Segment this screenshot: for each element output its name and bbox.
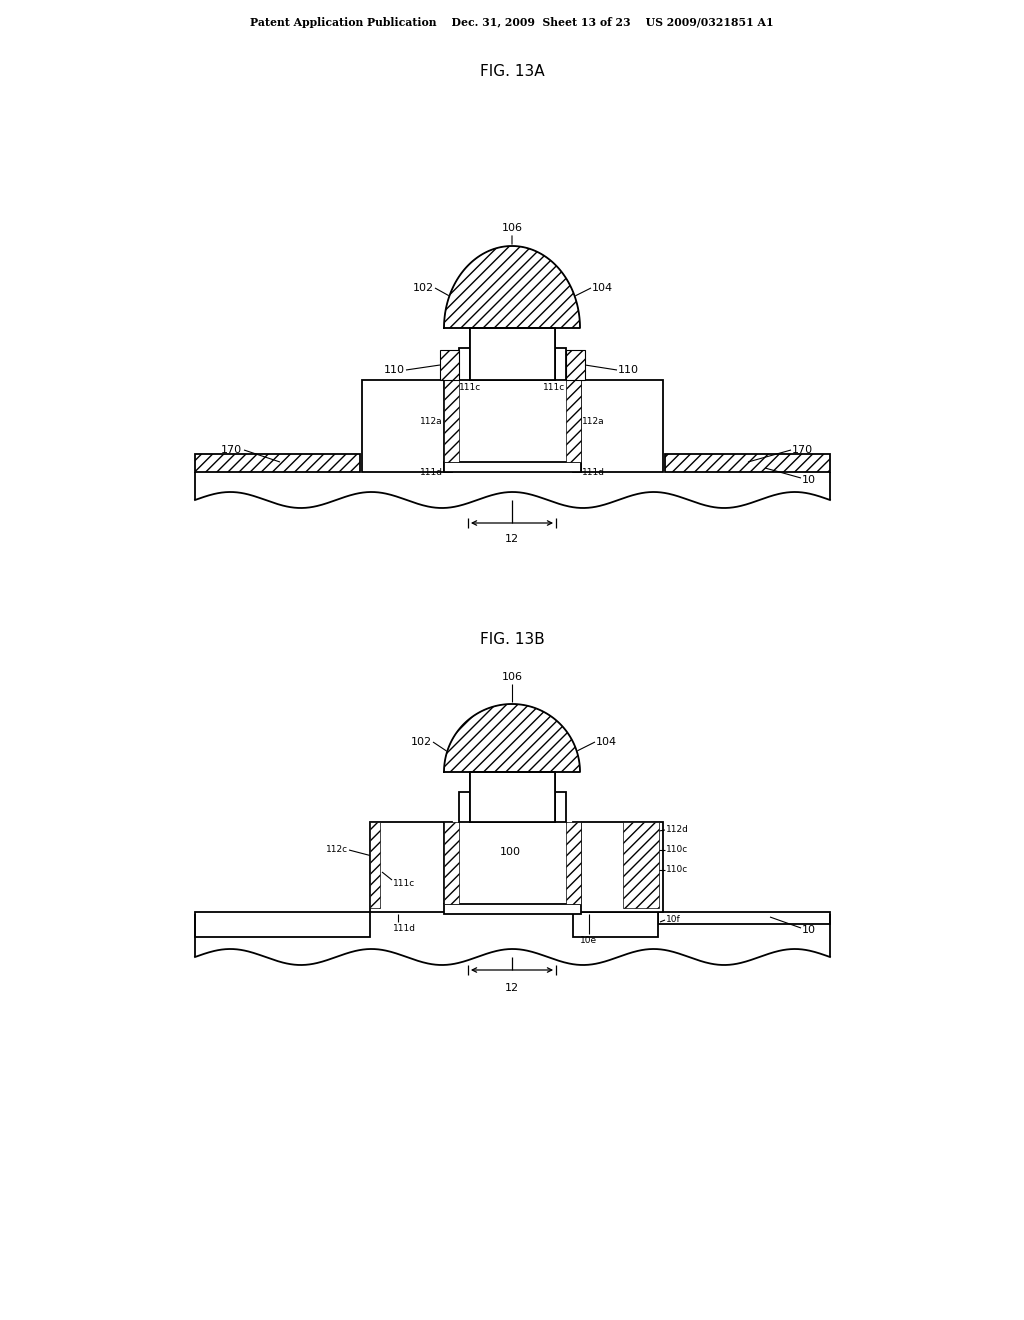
Bar <box>366 384 449 469</box>
Bar <box>577 384 659 469</box>
Text: 10e: 10e <box>580 936 597 945</box>
Text: 100: 100 <box>500 350 520 360</box>
Bar <box>573 822 663 912</box>
Text: 112c: 112c <box>326 846 348 854</box>
Text: 112a: 112a <box>582 417 604 426</box>
Text: 104: 104 <box>596 737 617 747</box>
Bar <box>573 380 663 473</box>
Bar <box>555 792 566 822</box>
Text: 10: 10 <box>802 475 816 484</box>
Bar <box>470 772 555 822</box>
Bar <box>623 822 659 908</box>
Text: 112a: 112a <box>421 417 443 426</box>
Text: 12: 12 <box>505 535 519 544</box>
Text: 10f: 10f <box>666 916 681 924</box>
Bar <box>370 822 380 908</box>
Text: 110: 110 <box>384 366 406 375</box>
Bar <box>665 454 830 473</box>
Bar <box>566 380 581 462</box>
Bar <box>658 912 830 924</box>
Text: 111d: 111d <box>582 469 605 477</box>
Text: 111d: 111d <box>420 469 443 477</box>
Bar <box>195 912 370 937</box>
Text: 110c: 110c <box>666 846 688 854</box>
Bar <box>573 912 658 937</box>
Text: 106: 106 <box>502 672 522 682</box>
Text: 170: 170 <box>221 445 242 455</box>
Bar <box>459 348 470 380</box>
Bar <box>370 822 452 912</box>
Bar <box>470 327 555 380</box>
Bar <box>555 348 566 380</box>
Bar <box>444 462 581 473</box>
Bar <box>195 454 360 473</box>
Bar <box>470 327 555 380</box>
Text: 12: 12 <box>505 983 519 993</box>
Bar <box>440 350 459 380</box>
Text: 111c: 111c <box>459 383 481 392</box>
Text: 100: 100 <box>500 847 520 857</box>
Text: FIG. 13B: FIG. 13B <box>479 632 545 648</box>
Bar <box>444 822 459 904</box>
Polygon shape <box>444 704 580 772</box>
Text: FIG. 13A: FIG. 13A <box>479 65 545 79</box>
Text: 110c: 110c <box>666 866 688 874</box>
Text: 111c: 111c <box>543 383 565 392</box>
Polygon shape <box>444 246 580 327</box>
Text: 106: 106 <box>502 223 522 234</box>
Text: 111c: 111c <box>393 879 416 888</box>
Text: 111d: 111d <box>393 924 416 933</box>
Bar <box>459 792 470 822</box>
Bar <box>362 380 452 473</box>
Text: Patent Application Publication    Dec. 31, 2009  Sheet 13 of 23    US 2009/03218: Patent Application Publication Dec. 31, … <box>250 17 774 29</box>
Bar <box>566 822 581 904</box>
Text: 110: 110 <box>618 366 639 375</box>
Text: 10: 10 <box>802 925 816 935</box>
Text: 102: 102 <box>411 737 432 747</box>
Bar <box>444 904 581 913</box>
Bar <box>566 350 585 380</box>
Text: 102: 102 <box>413 282 434 293</box>
Bar <box>470 772 555 822</box>
Text: 104: 104 <box>592 282 613 293</box>
Text: 112d: 112d <box>666 825 689 834</box>
Text: 170: 170 <box>792 445 813 455</box>
Bar <box>444 380 459 462</box>
